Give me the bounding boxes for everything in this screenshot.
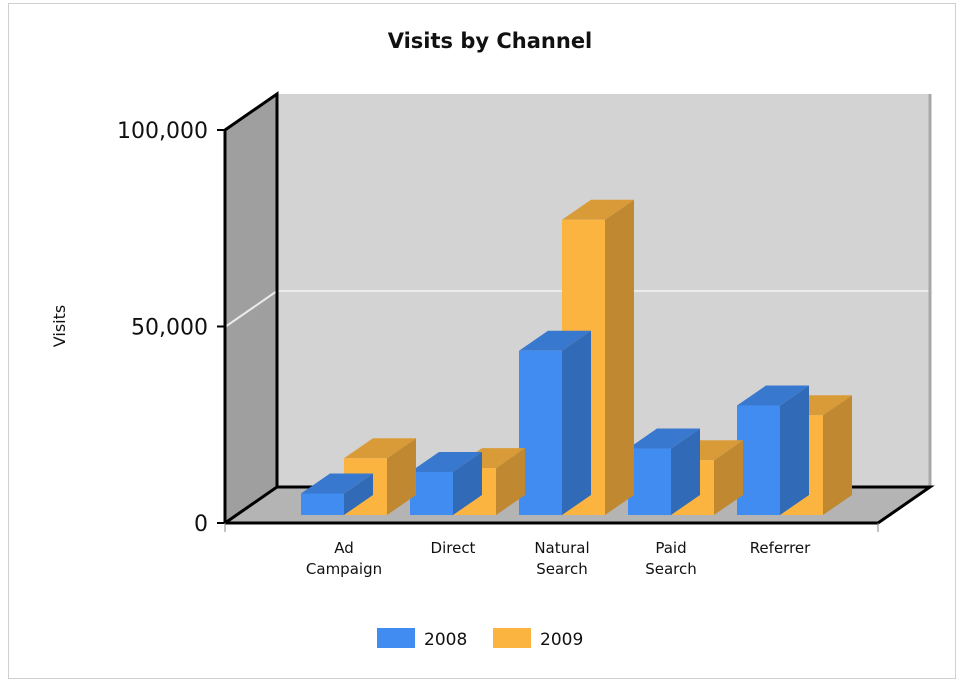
y-axis-label: Visits: [50, 305, 69, 347]
legend: 2008 2009: [377, 628, 583, 650]
legend-label-2009: 2009: [540, 630, 583, 650]
bar-2008-2: [519, 330, 591, 515]
x-axis: Ad Campaign Direct Natural Search Paid Search R…: [224, 523, 879, 578]
gridline-50000-side: [224, 290, 278, 328]
y-axis: 0 50,000 100,000: [117, 119, 225, 537]
y-tick-label: 100,000: [117, 119, 208, 144]
chart-frame: [8, 3, 956, 679]
legend-swatch-2009: [493, 628, 531, 648]
x-tick-label: Natural Search: [534, 539, 589, 578]
bars: [301, 199, 852, 516]
bar-2008-1: [410, 451, 482, 515]
wall-edge: [223, 91, 279, 525]
chart-title: Visits by Channel: [388, 29, 593, 53]
y-tick-label: 50,000: [131, 316, 208, 341]
bar-2008-4: [737, 385, 809, 515]
y-tick-label: 0: [194, 512, 208, 537]
x-tick-label: Ad Campaign: [306, 539, 382, 578]
x-tick-label: Direct: [431, 539, 476, 557]
bar-2008-0: [301, 473, 373, 515]
x-tick-label: Paid Search: [645, 539, 697, 578]
bar-2008-3: [628, 428, 700, 515]
x-tick-label: Referrer: [750, 539, 811, 557]
legend-label-2008: 2008: [424, 630, 467, 650]
legend-swatch-2008: [377, 628, 415, 648]
